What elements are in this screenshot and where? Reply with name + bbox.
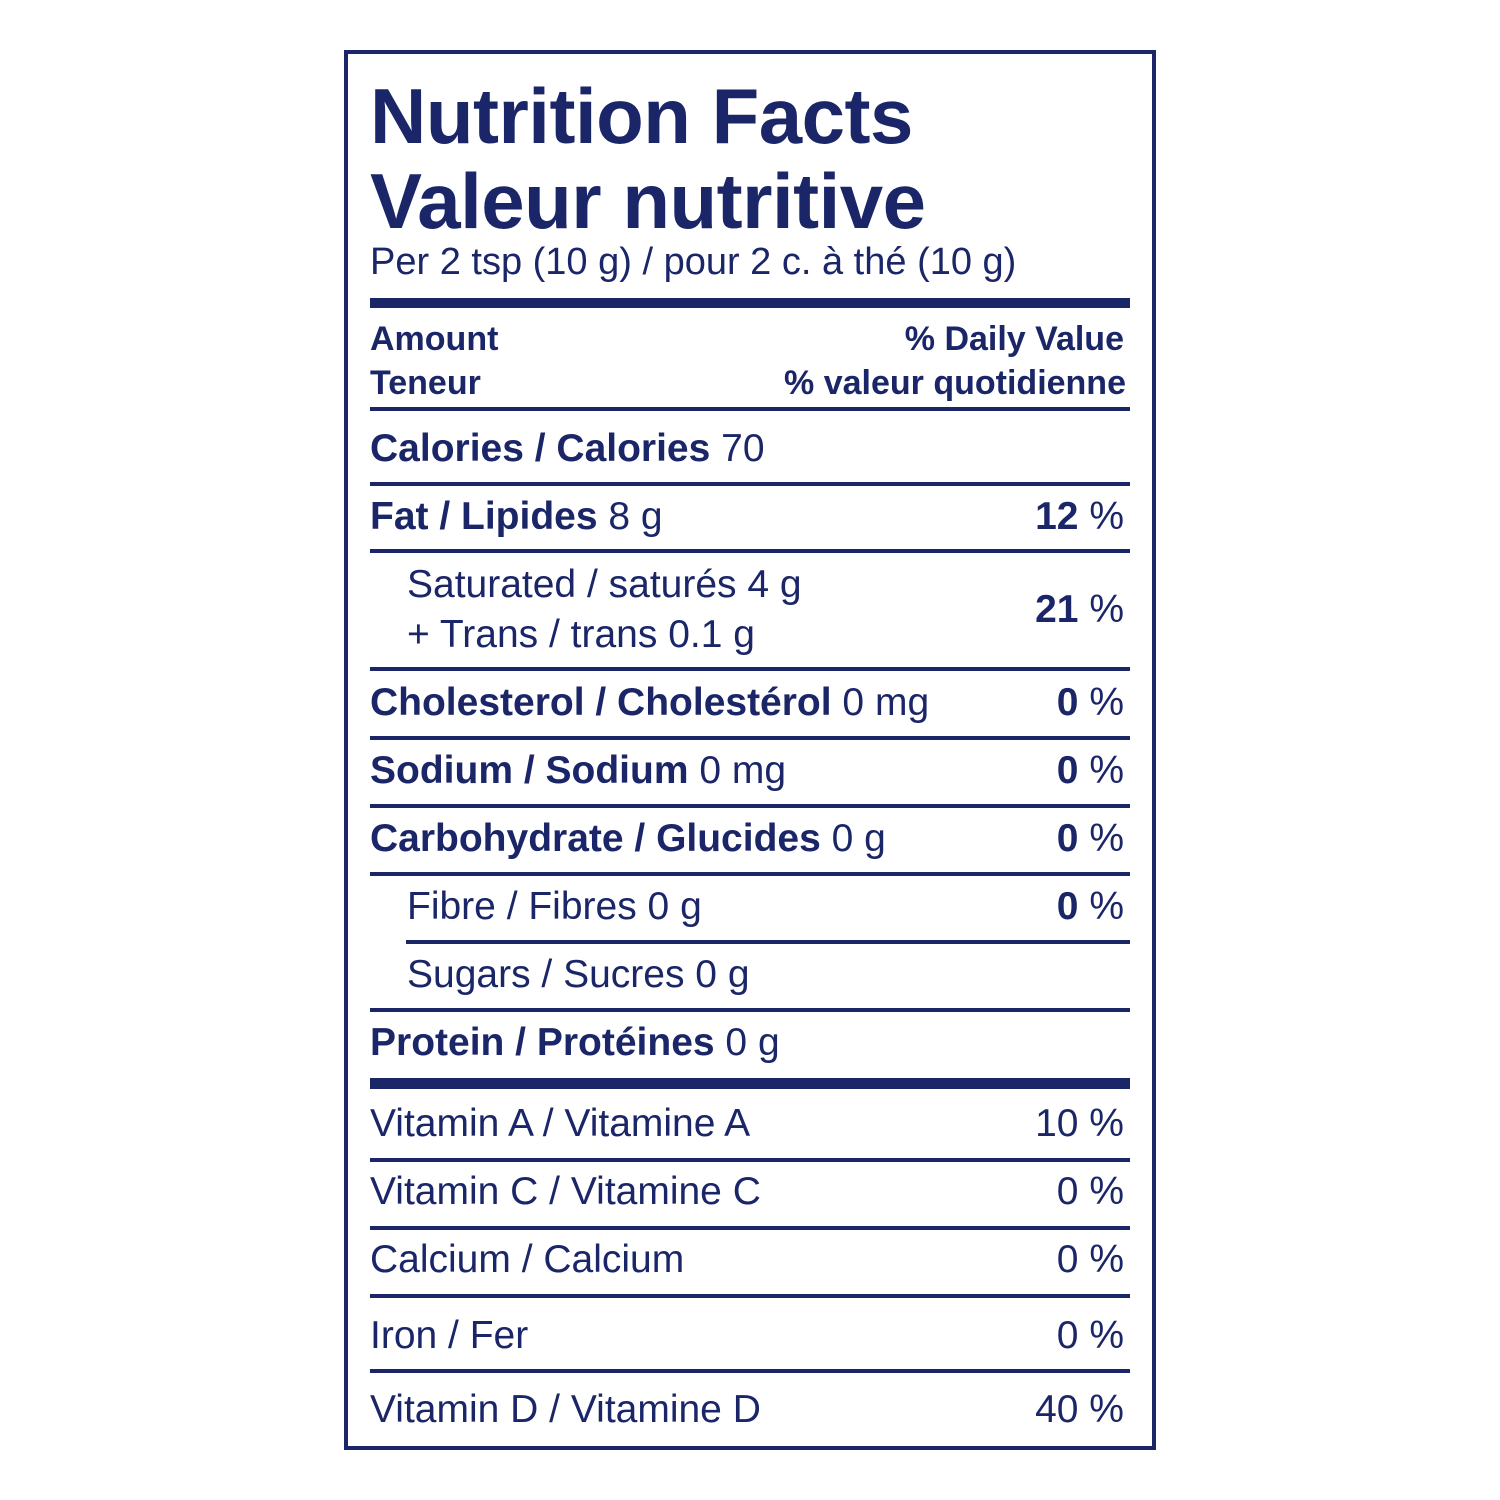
row-vitamin: Vitamin D / Vitamine D 40 %: [370, 1385, 1124, 1435]
title-fr: Valeur nutritive: [370, 157, 926, 245]
amount: 0 g: [820, 817, 886, 860]
label: Protéines: [536, 1021, 715, 1064]
label: Vitamin D / Vitamine D: [370, 1388, 761, 1431]
amount-fr: Teneur: [370, 364, 481, 402]
divider: [370, 1294, 1130, 1298]
pct: %: [1078, 749, 1124, 792]
divider: [370, 1226, 1130, 1230]
row-vitamin: Calcium / Calcium 0 %: [370, 1235, 1124, 1285]
label: Saturated / saturés 4 g: [407, 563, 802, 606]
dv: 0: [1056, 885, 1079, 928]
dv: 0: [1056, 681, 1079, 724]
label: Iron / Fer: [370, 1314, 529, 1357]
divider: [406, 940, 1130, 944]
dv: 0: [1056, 749, 1079, 792]
label: Fibre / Fibres 0 g: [407, 885, 702, 928]
divider: [370, 1008, 1130, 1012]
title-en: Nutrition Facts: [370, 72, 913, 160]
divider: [370, 1158, 1130, 1162]
label: Fat / Lipides: [370, 495, 598, 538]
row-sugars: Sugars / Sucres 0 g: [407, 950, 1124, 1000]
row-sodium: Sodium / Sodium 0 mg 0 %: [370, 746, 1124, 796]
amount: 0 g: [714, 1021, 780, 1064]
label: Calcium / Calcium: [370, 1238, 685, 1281]
divider-thick: [370, 1078, 1130, 1089]
divider: [370, 549, 1130, 553]
label-border: [344, 50, 1156, 1450]
row-vitamin: Vitamin A / Vitamine A 10 %: [370, 1099, 1124, 1149]
label: Sugars / Sucres 0 g: [407, 953, 750, 996]
row-cholesterol: Cholesterol / Cholestérol 0 mg 0 %: [370, 678, 1124, 728]
amount: 0 mg: [831, 681, 930, 724]
row-saturated-trans: Saturated / saturés 4 g + Trans / trans 0…: [407, 560, 1124, 660]
dv: 0 %: [1056, 1170, 1124, 1213]
row-fibre: Fibre / Fibres 0 g 0 %: [407, 882, 1124, 932]
divider: [370, 667, 1130, 671]
amount-en: Amount: [370, 320, 499, 358]
pct: %: [1078, 817, 1124, 860]
divider: [370, 804, 1130, 808]
divider: [370, 736, 1130, 740]
divider: [370, 482, 1130, 486]
dv: 21: [1035, 588, 1079, 631]
pct: %: [1078, 588, 1124, 631]
amount: 70: [710, 427, 765, 470]
divider: [370, 1369, 1130, 1373]
dv: 40 %: [1035, 1388, 1124, 1431]
dv-fr: % valeur quotidienne: [784, 364, 1126, 402]
pct: %: [1078, 681, 1124, 724]
dv: 0: [1056, 817, 1079, 860]
dv-en: % Daily Value: [904, 320, 1124, 358]
row-calories: Calories / Calories 70: [370, 424, 1124, 474]
amount: 0 mg: [688, 749, 787, 792]
divider: [370, 407, 1130, 411]
label: Vitamin A / Vitamine A: [370, 1102, 751, 1145]
label: Carbohydrate / Glucides: [370, 817, 821, 860]
divider-thick: [370, 298, 1130, 308]
label-en: Protein /: [370, 1021, 537, 1064]
divider: [370, 872, 1130, 876]
row-fat: Fat / Lipides 8 g 12 %: [370, 492, 1124, 542]
label: Vitamin C / Vitamine C: [370, 1170, 761, 1213]
row-vitamin: Vitamin C / Vitamine C 0 %: [370, 1167, 1124, 1217]
pct: %: [1078, 495, 1124, 538]
label: Calories / Calories: [370, 427, 711, 470]
row-protein: Protein / Protéines 0 g: [370, 1018, 1124, 1068]
dv: 0 %: [1056, 1314, 1124, 1357]
dv: 10 %: [1035, 1102, 1124, 1145]
label: Cholesterol / Cholestérol: [370, 681, 832, 724]
dv: 0 %: [1056, 1238, 1124, 1281]
dv: 12: [1035, 495, 1079, 538]
label: Sodium / Sodium: [370, 749, 689, 792]
row-vitamin: Iron / Fer 0 %: [370, 1311, 1124, 1361]
pct: %: [1078, 885, 1124, 928]
label-trans: + Trans / trans 0.1 g: [407, 613, 755, 656]
serving-size: Per 2 tsp (10 g) / pour 2 c. à thé (10 g…: [370, 241, 1017, 283]
amount: 8 g: [597, 495, 663, 538]
row-carbohydrate: Carbohydrate / Glucides 0 g 0 %: [370, 814, 1124, 864]
